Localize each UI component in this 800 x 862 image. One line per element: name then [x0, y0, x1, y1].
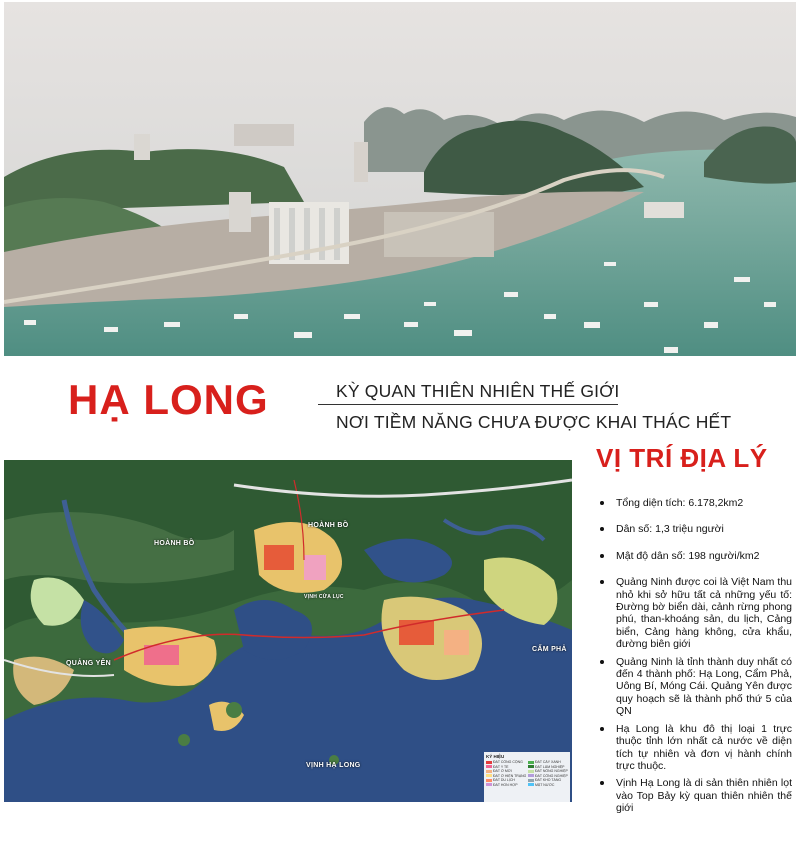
legend-title: KÝ HIỆU — [486, 754, 505, 759]
planning-map: HOÀNH BỒ HOÀNH BỒ QUẢNG YÊN CẨM PHẢ VỊNH… — [4, 460, 572, 802]
legend-item: ĐẤT CÂY XANH — [528, 760, 568, 764]
legend-item: ĐẤT CÔNG NGHIỆP — [528, 774, 568, 778]
legend-label: ĐẤT NÔNG NGHIỆP — [535, 769, 568, 773]
legend-label: ĐẤT CÔNG CỘNG — [493, 760, 523, 764]
fact-text: Vịnh Hạ Long là di sản thiên nhiên lọt v… — [616, 777, 792, 815]
legend-swatch — [528, 760, 534, 764]
page-title: HẠ LONG — [68, 376, 269, 423]
bullet-icon — [600, 659, 604, 664]
legend-item: ĐẤT DU LỊCH — [486, 778, 526, 782]
map-label-quang-yen: QUẢNG YÊN — [66, 660, 111, 667]
bullet-icon — [600, 553, 604, 558]
legend-label: ĐẤT DU LỊCH — [493, 778, 515, 782]
legend-label: ĐẤT Y TẾ — [493, 764, 509, 769]
bullet-icon — [600, 527, 604, 532]
map-label-cam-pha: CẨM PHẢ — [532, 646, 567, 653]
section-heading: VỊ TRÍ ĐỊA LÝ — [596, 443, 768, 473]
legend-item: ĐẤT Ở MỚI — [486, 769, 526, 773]
fact-item: Vịnh Hạ Long là di sản thiên nhiên lọt v… — [600, 777, 792, 814]
legend-swatch — [486, 760, 492, 764]
legend-item: ĐẤT Y TẾ — [486, 765, 526, 769]
bullet-icon — [600, 501, 604, 505]
legend-label: ĐẤT CÂY XANH — [535, 760, 561, 764]
legend-item: ĐẤT KHO TÀNG — [528, 778, 568, 782]
fact-text: Dân số: 1,3 triệu người — [616, 523, 724, 536]
legend-item: MẶT NƯỚC — [528, 783, 568, 787]
fact-text: Hạ Long là khu đô thị loại 1 trực thuộc … — [616, 722, 792, 772]
legend-swatch — [486, 774, 492, 777]
tagline-wonder: KỲ QUAN THIÊN NHIÊN THẾ GIỚI — [336, 381, 620, 401]
legend-label: ĐẤT Ở MỚI — [493, 769, 512, 773]
fact-item: Quảng Ninh được coi là Việt Nam thu nhỏ … — [600, 576, 792, 650]
legend-swatch — [528, 769, 534, 773]
legend-label: ĐẤT Ở HIỆN TRẠNG — [493, 773, 526, 778]
fact-item: Tổng diện tích: 6.178,2km2 — [600, 497, 792, 509]
legend-label: ĐẤT KHO TÀNG — [535, 778, 562, 782]
bullet-icon — [600, 781, 604, 786]
facts-list: Tổng diện tích: 6.178,2km2 Dân số: 1,3 t… — [600, 497, 792, 820]
fact-item: Dân số: 1,3 triệu người — [600, 523, 792, 535]
legend-swatch — [528, 783, 534, 786]
legend-swatch — [528, 774, 534, 777]
legend-label: ĐẤT HỖN HỢP — [493, 782, 518, 787]
fact-item: Mật độ dân số: 198 người/km2 — [600, 550, 792, 562]
legend-item: ĐẤT NÔNG NGHIỆP — [528, 769, 568, 773]
legend-item: ĐẤT HỖN HỢP — [486, 783, 526, 787]
legend-swatch — [486, 783, 492, 786]
legend-swatch — [486, 769, 492, 773]
map-legend: KÝ HIỆU ĐẤT CÔNG CỘNG ĐẤT CÂY XANH ĐẤT Y T… — [484, 752, 570, 802]
fact-text: Tổng diện tích: 6.178,2km2 — [616, 497, 744, 509]
aerial-photo — [4, 2, 796, 356]
legend-label: ĐẤT CÔNG NGHIỆP — [535, 773, 568, 778]
legend-item: ĐẤT Ở HIỆN TRẠNG — [486, 774, 526, 778]
tagline-potential: NƠI TIỀM NĂNG CHƯA ĐƯỢC KHAI THÁC HẾT — [336, 412, 732, 432]
map-label-vinh-ha-long: VỊNH HẠ LONG — [306, 762, 361, 769]
legend-swatch — [486, 778, 492, 782]
legend-label: MẶT NƯỚC — [535, 782, 555, 787]
legend-label: ĐẤT LÂM NGHIỆP — [535, 764, 565, 769]
fact-text: Quảng Ninh là tỉnh thành duy nhất có đến… — [616, 655, 792, 718]
legend-item: ĐẤT CÔNG CỘNG — [486, 760, 526, 764]
fact-text: Mật độ dân số: 198 người/km2 — [616, 549, 760, 562]
fact-text: Quảng Ninh được coi là Việt Nam thu nhỏ … — [616, 576, 792, 651]
map-label-hoanh-bo-west: HOÀNH BỒ — [154, 540, 195, 547]
title-divider — [318, 404, 618, 405]
legend-swatch — [528, 765, 534, 768]
map-label-vinh-cua-luc: VỊNH CỬA LỤC — [304, 594, 344, 600]
legend-item: ĐẤT LÂM NGHIỆP — [528, 765, 568, 769]
legend-swatch — [486, 765, 492, 768]
legend-swatch — [528, 778, 534, 782]
legend-grid: ĐẤT CÔNG CỘNG ĐẤT CÂY XANH ĐẤT Y TẾ ĐẤT LÂM… — [486, 760, 568, 787]
fact-item: Hạ Long là khu đô thị loại 1 trực thuộc … — [600, 723, 792, 773]
bullet-icon — [600, 726, 604, 731]
map-label-hoanh-bo: HOÀNH BỒ — [308, 522, 349, 529]
fact-item: Quảng Ninh là tỉnh thành duy nhất có đến… — [600, 656, 792, 718]
bullet-icon — [600, 580, 604, 585]
